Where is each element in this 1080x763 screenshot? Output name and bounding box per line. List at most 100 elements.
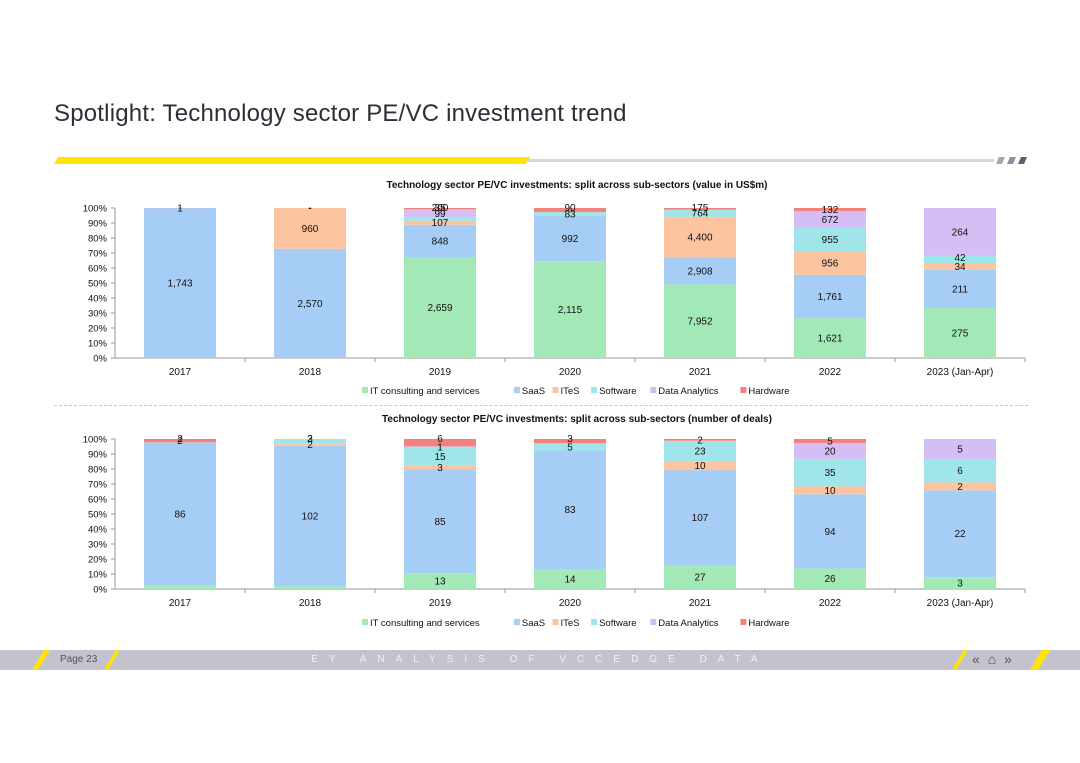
y-tick-label: 40% (88, 294, 108, 305)
bar-saas-2022 (794, 274, 866, 319)
bar-ites-2019 (404, 220, 476, 225)
y-tick-label: 50% (88, 510, 108, 521)
data-label-saas-2017: 1,743 (167, 279, 192, 290)
bar-ites-2023-jan-apr (924, 263, 996, 270)
data-label-it-consulting-and-services-2021: 7,952 (687, 317, 712, 328)
data-label-data-analytics-2023-jan-apr: 5 (957, 444, 963, 455)
data-label-it-consulting-and-services-2021: 27 (694, 573, 706, 584)
legend-label-ites: ITeS (561, 386, 580, 397)
legend-swatch-hardware (740, 387, 747, 393)
data-label-data-analytics-2022: 20 (824, 446, 836, 457)
data-label-software-2021: 764 (692, 209, 709, 220)
data-label-software-2023-jan-apr: 42 (954, 253, 966, 264)
legend-label-hardware: Hardware (748, 386, 789, 397)
y-tick-label: 10% (88, 339, 108, 350)
data-label-it-consulting-and-services-2017: - (178, 203, 181, 214)
footer-slash (104, 650, 120, 670)
y-tick-label: 20% (88, 555, 108, 566)
data-label-it-consulting-and-services-2023-jan-apr: 275 (952, 329, 969, 340)
next-icon[interactable]: » (1004, 651, 1014, 667)
legend-swatch-data-analytics (650, 619, 657, 625)
data-label-hardware-2019: 6 (437, 434, 443, 445)
legend-swatch-software (591, 619, 598, 625)
data-label-ites-2019: 3 (437, 463, 443, 474)
bar-hardware-2021 (664, 439, 736, 441)
y-tick-label: 10% (88, 570, 108, 581)
bar-ites-2022 (794, 251, 866, 275)
x-tick-label: 2020 (559, 367, 582, 378)
bar-saas-2017 (144, 208, 216, 358)
data-label-saas-2019: 85 (434, 517, 446, 528)
bar-software-2021 (664, 440, 736, 462)
bar-software-2020 (534, 443, 606, 451)
y-tick-label: 70% (88, 249, 108, 260)
data-label-software-2018: 3 (307, 434, 313, 445)
y-tick-label: 100% (83, 435, 108, 446)
data-label-ites-2022: 10 (824, 486, 836, 497)
bar-software-2022 (794, 227, 866, 252)
y-tick-label: 70% (88, 480, 108, 491)
accent-slash (1018, 157, 1027, 164)
x-tick-label: 2023 (Jan-Apr) (927, 598, 994, 609)
y-tick-label: 30% (88, 309, 108, 320)
y-tick-label: 80% (88, 234, 108, 245)
data-label-hardware-2020: 90 (564, 203, 576, 214)
title-accent-bar (54, 157, 1027, 164)
legend-label-software: Software (599, 618, 637, 629)
data-label-saas-2023-jan-apr: 211 (952, 284, 968, 295)
data-label-hardware-2017: 2 (177, 436, 183, 447)
x-tick-label: 2023 (Jan-Apr) (927, 367, 994, 378)
data-label-saas-2020: 992 (562, 234, 579, 245)
bar-software-2021 (664, 209, 736, 217)
legend-swatch-it-consulting-and-services (362, 387, 368, 393)
bar-data-analytics-2022 (794, 211, 866, 228)
data-label-saas-2017: 86 (174, 510, 186, 521)
y-tick-label: 60% (88, 264, 108, 275)
accent-slash (1007, 157, 1016, 164)
bar-software-2023-jan-apr (924, 458, 996, 483)
data-label-it-consulting-and-services-2018: 2 (307, 434, 313, 445)
bar-hardware-2019 (404, 208, 476, 210)
x-tick-label: 2021 (689, 598, 712, 609)
chart-title: Technology sector PE/VC investments: spl… (386, 180, 767, 191)
x-tick-label: 2020 (559, 598, 582, 609)
data-label-hardware-2018: - (308, 204, 311, 215)
y-tick-label: 60% (88, 495, 108, 506)
y-tick-label: 80% (88, 465, 108, 476)
data-label-software-2023-jan-apr: 6 (957, 466, 963, 477)
data-label-ites-2018: 960 (302, 224, 319, 235)
data-label-it-consulting-and-services-2019: 13 (434, 577, 446, 588)
legend-swatch-it-consulting-and-services (362, 619, 368, 625)
bar-saas-2019 (404, 469, 476, 574)
data-label-hardware-2017: 1 (177, 204, 183, 215)
data-label-saas-2018: 102 (302, 512, 319, 523)
x-tick-label: 2017 (169, 367, 192, 378)
data-label-data-analytics-2019: 1 (437, 442, 443, 453)
footer-slash (952, 650, 968, 670)
y-tick-label: 20% (88, 324, 108, 335)
data-label-ites-2022: 956 (822, 259, 839, 270)
accent-slash (996, 157, 1005, 164)
data-label-it-consulting-and-services-2022: 1,621 (817, 334, 842, 345)
home-icon[interactable]: ⌂ (987, 651, 999, 667)
bar-hardware-2020 (534, 439, 606, 444)
bar-ites-2019 (404, 465, 476, 470)
bar-saas-2022 (794, 494, 866, 569)
bar-it-consulting-and-services-2018 (274, 586, 346, 589)
legend-swatch-hardware (740, 619, 747, 625)
bar-ites-2018 (274, 208, 346, 249)
page-number: Page 23 (60, 654, 98, 665)
data-label-it-consulting-and-services-2017: 2 (177, 434, 183, 445)
legend-swatch-ites (552, 619, 559, 625)
chart-divider (54, 405, 1028, 406)
bar-data-analytics-2019 (404, 446, 476, 448)
data-label-data-analytics-2023-jan-apr: 264 (952, 227, 969, 238)
bar-ites-2023-jan-apr (924, 482, 996, 491)
data-label-ites-2019: 107 (432, 218, 449, 229)
data-label-saas-2022: 94 (824, 527, 836, 538)
data-label-saas-2021: 2,908 (687, 266, 712, 277)
previous-icon[interactable]: « (972, 651, 982, 667)
data-label-hardware-2022: 132 (822, 205, 839, 216)
bar-saas-2023-jan-apr (924, 490, 996, 578)
y-tick-label: 30% (88, 540, 108, 551)
